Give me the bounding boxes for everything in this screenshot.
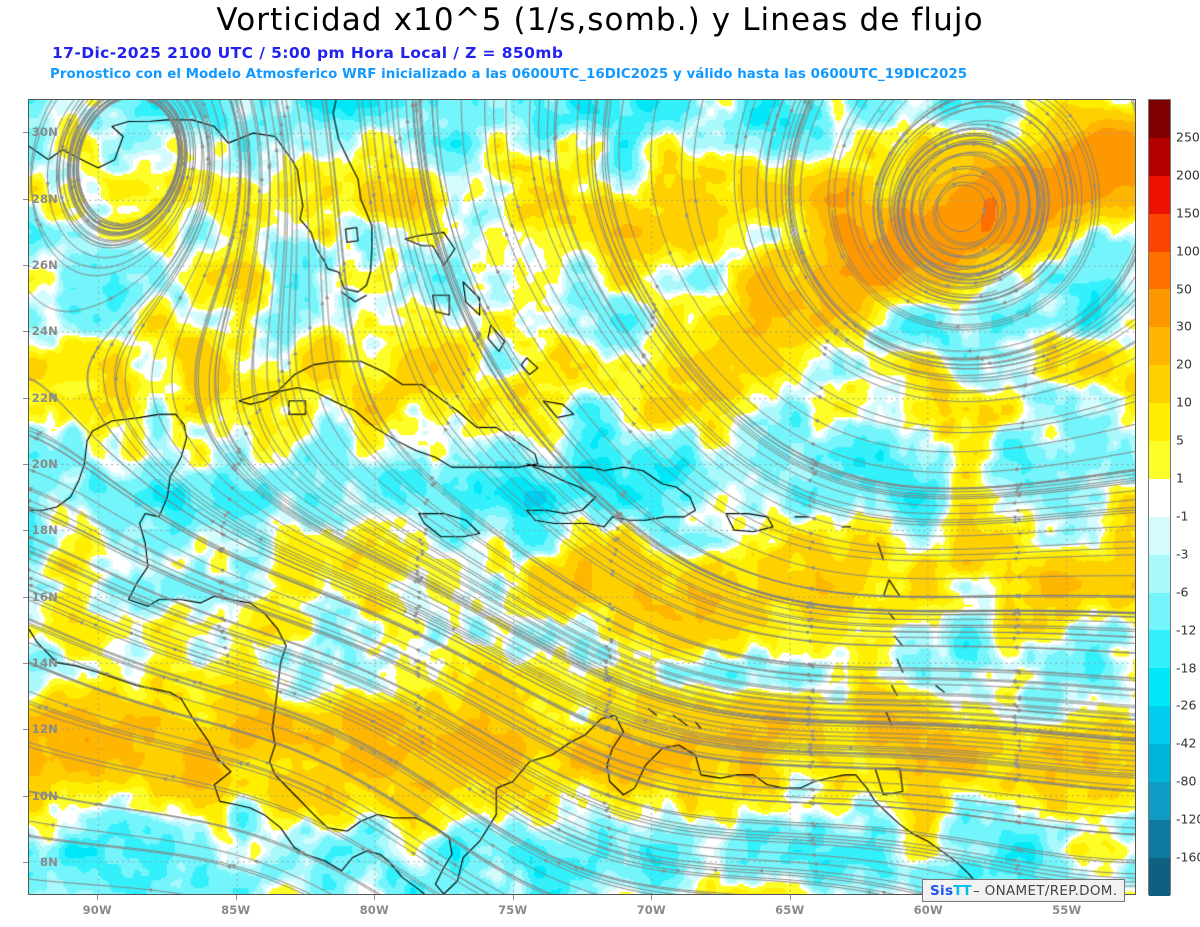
lat-tick-label-22N: 22N [31, 390, 58, 405]
logo-sis-text: Sis [930, 882, 954, 899]
colorbar-tick-100: 100 [1176, 243, 1200, 259]
model-description-line: Pronostico con el Modelo Atmosferico WRF… [50, 67, 968, 82]
colorbar-band [1149, 441, 1170, 479]
colorbar-tick--42: -42 [1176, 735, 1197, 751]
vorticity-colorbar [1148, 99, 1171, 896]
provider-logo: Sis TT – ONAMET/REP.DOM. [922, 879, 1126, 902]
lat-tick-label-12N: 12N [31, 722, 58, 737]
lat-tick-mark [23, 596, 28, 598]
colorbar-band [1149, 175, 1170, 214]
colorbar-tick--12: -12 [1176, 622, 1197, 638]
colorbar-tick--6: -6 [1176, 584, 1189, 600]
lon-tick-label-85W: 85W [221, 903, 251, 917]
lat-tick-label-26N: 26N [31, 257, 58, 272]
lon-tick-mark [97, 895, 99, 900]
colorbar-tick--18: -18 [1176, 660, 1197, 676]
colorbar-tick--160: -160 [1176, 849, 1200, 865]
colorbar-band [1149, 782, 1170, 820]
lat-tick-label-18N: 18N [31, 523, 58, 538]
colorbar-band [1149, 137, 1170, 176]
lat-tick-label-10N: 10N [31, 788, 58, 803]
colorbar-tick-250: 250 [1176, 129, 1200, 145]
lat-tick-mark [23, 463, 28, 465]
colorbar-band [1149, 819, 1170, 858]
lon-tick-mark [651, 895, 653, 900]
colorbar-tick--1: -1 [1176, 508, 1189, 524]
lat-tick-mark [23, 795, 28, 797]
lat-tick-mark [23, 397, 28, 399]
page-title: Vorticidad x10^5 (1/s,somb.) y Lineas de… [216, 2, 984, 38]
colorbar-band [1149, 668, 1170, 707]
lat-tick-label-24N: 24N [31, 324, 58, 339]
colorbar-tick--120: -120 [1176, 811, 1200, 827]
colorbar-band [1149, 592, 1170, 631]
lat-tick-label-8N: 8N [39, 854, 58, 869]
lat-tick-label-14N: 14N [31, 655, 58, 670]
colorbar-tick-10: 10 [1176, 394, 1192, 410]
lat-tick-mark [23, 530, 28, 532]
lon-tick-label-75W: 75W [498, 903, 528, 917]
logo-org-text: – ONAMET/REP.DOM. [973, 882, 1118, 899]
vorticity-map [28, 99, 1136, 895]
lat-tick-mark [23, 861, 28, 863]
lon-tick-label-70W: 70W [636, 903, 666, 917]
lon-tick-label-60W: 60W [913, 903, 943, 917]
colorbar-tick-30: 30 [1176, 318, 1192, 334]
colorbar-band [1149, 100, 1170, 138]
lat-tick-mark [23, 331, 28, 333]
colorbar-band [1149, 516, 1170, 555]
lon-tick-label-55W: 55W [1052, 903, 1082, 917]
lat-tick-mark [23, 132, 28, 134]
lat-tick-mark [23, 662, 28, 664]
lon-tick-label-65W: 65W [775, 903, 805, 917]
colorbar-band [1149, 630, 1170, 669]
colorbar-tick-50: 50 [1176, 281, 1192, 297]
lat-tick-label-28N: 28N [31, 191, 58, 206]
lat-tick-label-16N: 16N [31, 589, 58, 604]
map-canvas [29, 100, 1135, 894]
lon-tick-mark [374, 895, 376, 900]
colorbar-tick-200: 200 [1176, 167, 1200, 183]
lat-tick-mark [23, 264, 28, 266]
lat-tick-mark [23, 729, 28, 731]
colorbar-band [1149, 251, 1170, 290]
colorbar-band [1149, 478, 1170, 517]
colorbar-tick--3: -3 [1176, 546, 1189, 562]
lon-tick-label-90W: 90W [82, 903, 112, 917]
logo-tt-text: TT [953, 882, 972, 899]
colorbar-band [1149, 289, 1170, 328]
lon-tick-mark [512, 895, 514, 900]
lon-tick-mark [789, 895, 791, 900]
lon-tick-mark [235, 895, 237, 900]
colorbar-tick-150: 150 [1176, 205, 1200, 221]
lon-tick-label-80W: 80W [359, 903, 389, 917]
colorbar-band [1149, 403, 1170, 442]
colorbar-tick-5: 5 [1176, 432, 1184, 448]
colorbar-tick--26: -26 [1176, 697, 1197, 713]
lat-tick-mark [23, 198, 28, 200]
colorbar-tick-1: 1 [1176, 470, 1184, 486]
colorbar-band [1149, 327, 1170, 366]
colorbar-band [1149, 744, 1170, 783]
colorbar-band [1149, 213, 1170, 252]
colorbar-tick-20: 20 [1176, 356, 1192, 372]
colorbar-band [1149, 706, 1170, 745]
colorbar-band [1149, 365, 1170, 404]
lat-tick-label-20N: 20N [31, 456, 58, 471]
colorbar-band [1149, 857, 1170, 896]
valid-time-subtitle: 17-Dic-2025 2100 UTC / 5:00 pm Hora Loca… [52, 44, 564, 62]
colorbar-tick--80: -80 [1176, 773, 1197, 789]
chart-header: Vorticidad x10^5 (1/s,somb.) y Lineas de… [0, 0, 1200, 94]
lat-tick-label-30N: 30N [31, 125, 58, 140]
colorbar-band [1149, 554, 1170, 593]
